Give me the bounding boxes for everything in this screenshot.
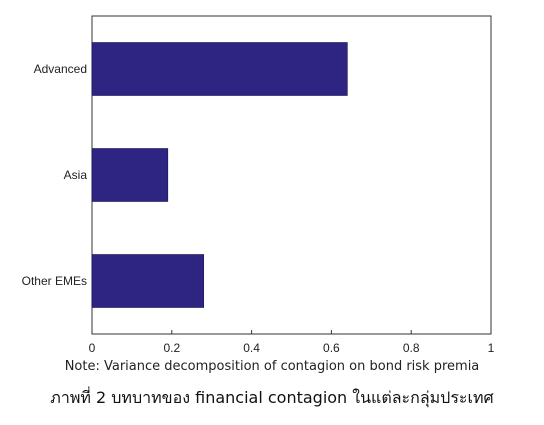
x-tick-label: 0	[89, 341, 96, 355]
y-tick-label: Advanced	[34, 62, 87, 76]
bar-asia	[91, 148, 169, 202]
x-ticks: 0 0.2 0.4 0.6 0.8 1	[89, 330, 495, 355]
y-tick-labels: Advanced Asia Other EMEs	[22, 62, 88, 288]
x-tick-label: 0.2	[163, 341, 180, 355]
y-tick-label: Asia	[64, 168, 88, 182]
x-tick-label: 0.4	[243, 341, 260, 355]
y-tick-label: Other EMEs	[22, 274, 87, 288]
x-tick-label: 0.8	[403, 341, 420, 355]
x-tick-label: 0.6	[323, 341, 340, 355]
bars	[91, 42, 348, 308]
bar-other-emes	[91, 254, 205, 308]
bar-advanced	[91, 42, 348, 96]
x-tick-label: 1	[488, 341, 495, 355]
chart-note: Note: Variance decomposition of contagio…	[64, 359, 480, 374]
figure-caption: ภาพที่ 2 บทบาทของ financial contagion ใน…	[50, 388, 494, 407]
